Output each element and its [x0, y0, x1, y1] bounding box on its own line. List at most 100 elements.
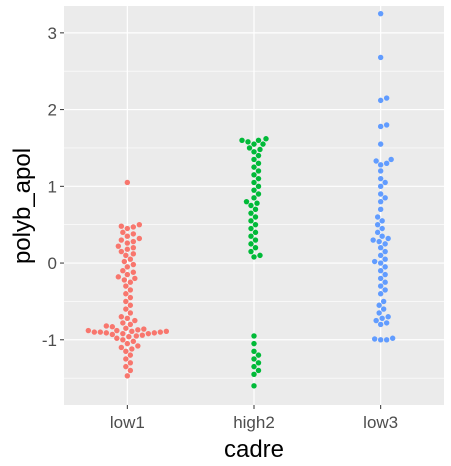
- axes: -1 0 1 2 3 low1 high2 low3: [42, 24, 398, 432]
- y-tick-label: 1: [48, 177, 57, 196]
- data-point-high2: [251, 363, 257, 370]
- data-point-low3: [371, 258, 378, 265]
- data-point-low3: [374, 221, 381, 228]
- data-point-low3: [382, 256, 388, 262]
- data-point-low1: [130, 251, 137, 257]
- data-point-high2: [248, 248, 254, 255]
- data-point-low3: [383, 95, 390, 101]
- data-point-low3: [377, 260, 384, 266]
- data-point-low1: [136, 221, 143, 228]
- data-point-low1: [118, 237, 125, 243]
- data-point-low1: [133, 333, 140, 339]
- data-point-low3: [374, 214, 381, 220]
- data-point-high2: [254, 200, 260, 206]
- data-point-low1: [135, 327, 141, 333]
- data-point-low1: [124, 240, 131, 246]
- data-point-low1: [129, 346, 135, 352]
- data-point-low1: [118, 248, 125, 255]
- data-point-low1: [124, 233, 131, 239]
- data-point-low1: [130, 245, 137, 251]
- data-point-low1: [115, 243, 122, 249]
- data-point-high2: [248, 233, 254, 239]
- data-point-low1: [120, 268, 126, 274]
- data-point-high2: [248, 241, 254, 247]
- data-point-low1: [97, 329, 104, 335]
- data-point-low3: [377, 268, 384, 274]
- data-point-low3: [389, 335, 396, 341]
- data-point-high2: [246, 145, 253, 151]
- data-point-high2: [251, 187, 257, 193]
- data-point-low3: [377, 191, 384, 197]
- data-point-low1: [114, 335, 120, 341]
- data-point-low3: [377, 252, 384, 259]
- data-point-low3: [382, 279, 388, 285]
- data-point-low1: [123, 363, 129, 370]
- data-point-high2: [255, 175, 262, 182]
- data-point-low1: [123, 252, 129, 259]
- data-point-low1: [130, 231, 137, 237]
- data-point-low1: [124, 246, 131, 252]
- data-point-low1: [115, 274, 122, 280]
- data-point-high2: [248, 218, 254, 224]
- x-axis-title: cadre: [224, 436, 284, 463]
- data-point-low1: [120, 330, 126, 337]
- y-tick-label: -1: [42, 331, 57, 350]
- data-point-low3: [377, 175, 384, 182]
- data-point-low1: [123, 283, 129, 289]
- data-point-low1: [123, 348, 129, 354]
- data-point-low1: [123, 298, 129, 305]
- data-point-high2: [251, 254, 257, 260]
- data-point-low3: [377, 162, 384, 168]
- data-point-high2: [239, 137, 245, 143]
- x-tick-label: low3: [363, 413, 398, 432]
- data-point-high2: [251, 371, 257, 378]
- data-point-high2: [255, 367, 262, 374]
- data-point-low3: [377, 245, 384, 251]
- data-point-low3: [377, 337, 384, 343]
- data-point-low1: [130, 224, 137, 230]
- data-point-low3: [371, 336, 378, 342]
- data-point-low1: [91, 329, 98, 335]
- data-point-low1: [123, 306, 129, 312]
- data-point-high2: [251, 164, 257, 170]
- data-point-low3: [374, 229, 381, 236]
- data-point-high2: [251, 383, 257, 389]
- data-point-high2: [257, 146, 263, 153]
- data-point-low3: [376, 238, 382, 245]
- data-point-low1: [109, 324, 116, 330]
- data-point-low1: [135, 343, 141, 349]
- data-point-low1: [109, 331, 116, 338]
- data-point-low1: [132, 275, 138, 282]
- data-point-low1: [124, 179, 131, 186]
- data-point-low1: [118, 223, 125, 229]
- data-point-low3: [373, 158, 379, 164]
- data-point-high2: [252, 221, 259, 228]
- data-point-high2: [251, 348, 257, 354]
- data-point-low3: [377, 321, 384, 328]
- data-point-low3: [382, 264, 388, 270]
- data-point-low1: [127, 287, 134, 293]
- data-point-low3: [377, 183, 384, 190]
- data-point-low3: [382, 287, 388, 293]
- data-point-low3: [377, 291, 384, 297]
- data-point-low1: [124, 340, 131, 347]
- data-point-low3: [377, 97, 384, 104]
- data-point-low1: [127, 367, 134, 374]
- data-point-low1: [121, 258, 128, 265]
- data-point-high2: [251, 172, 257, 178]
- data-point-high2: [248, 210, 254, 216]
- data-point-low3: [370, 237, 376, 243]
- data-point-low1: [132, 317, 138, 324]
- data-point-low1: [120, 320, 126, 326]
- data-point-low1: [114, 327, 120, 334]
- data-point-low3: [382, 248, 388, 255]
- data-point-low1: [103, 323, 110, 329]
- x-tick-label: low1: [110, 413, 145, 432]
- data-point-low3: [377, 206, 384, 213]
- data-point-high2: [255, 160, 262, 166]
- data-point-low3: [388, 156, 394, 163]
- data-point-high2: [252, 245, 259, 251]
- x-tick-label: high2: [233, 413, 275, 432]
- data-point-high2: [252, 214, 259, 220]
